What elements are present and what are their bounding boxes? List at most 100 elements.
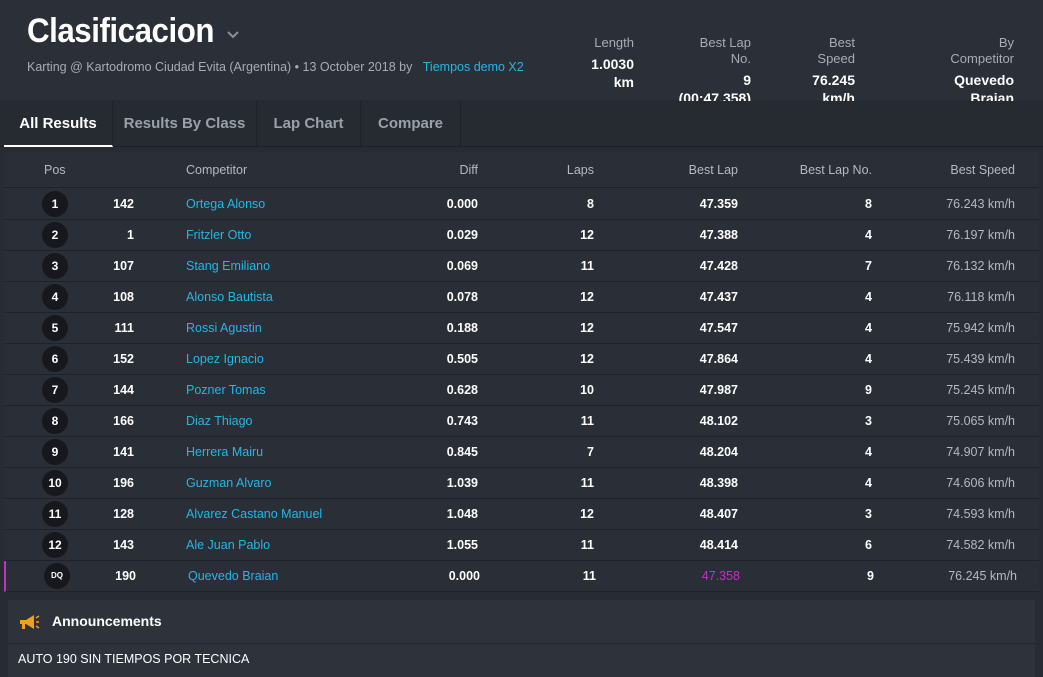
announcement-text: AUTO 190 SIN TIEMPOS POR TECNICA [18, 652, 250, 666]
best-lap-value: 47.358 [701, 569, 740, 583]
best-lap-no-value: 7 [865, 259, 872, 273]
position-badge: 12 [42, 532, 68, 558]
competitor-link[interactable]: Pozner Tomas [186, 383, 266, 397]
kart-number: 142 [113, 197, 134, 211]
competitor-link[interactable]: Stang Emiliano [186, 259, 271, 273]
laps-value: 7 [587, 445, 594, 459]
kart-number: 128 [113, 507, 134, 521]
position-badge: 9 [42, 439, 68, 465]
tab-compare[interactable]: Compare [361, 101, 461, 147]
position-badge: 7 [42, 377, 68, 403]
stat-label: By Competitor [950, 35, 1014, 66]
competitor-link[interactable]: Lopez Ignacio [186, 352, 264, 366]
table-row[interactable]: DQ 190 Quevedo Braian 0.000 11 47.358 9 76.245 … [4, 561, 1039, 592]
kart-number: 1 [127, 228, 134, 242]
table-row[interactable]: 12 143 Ale Juan Pablo 1.055 11 48.414 6 74.582 … [4, 530, 1039, 561]
kart-number: 111 [114, 321, 134, 335]
header-best-lap[interactable]: Best Lap [688, 163, 738, 177]
best-lap-value: 47.388 [699, 228, 738, 242]
best-lap-value: 47.864 [699, 352, 738, 366]
diff-value: 0.078 [446, 290, 478, 304]
tab-lap-chart[interactable]: Lap Chart [257, 101, 361, 147]
kart-number: 190 [115, 569, 136, 583]
best-speed-value: 74.606 km/h [946, 476, 1015, 490]
competitor-link[interactable]: Ortega Alonso [186, 197, 266, 211]
competitor-link[interactable]: Herrera Mairu [186, 445, 264, 459]
table-row[interactable]: 9 141 Herrera Mairu 0.845 7 48.204 4 74.907 km/… [4, 437, 1039, 468]
diff-value: 1.055 [446, 538, 478, 552]
laps-value: 12 [580, 352, 594, 366]
competitor-link[interactable]: Alvarez Castano Manuel [186, 507, 323, 521]
laps-value: 10 [580, 383, 594, 397]
diff-value: 0.029 [446, 228, 478, 242]
laps-value: 11 [580, 476, 594, 490]
competitor-link[interactable]: Rossi Agustin [186, 321, 262, 335]
kart-number: 143 [113, 538, 134, 552]
best-lap-no-value: 3 [865, 507, 872, 521]
laps-value: 11 [580, 538, 594, 552]
tab-all-results[interactable]: All Results [4, 101, 113, 147]
best-speed-value: 75.439 km/h [946, 352, 1015, 366]
best-lap-value: 47.359 [699, 197, 738, 211]
position-badge: 1 [42, 191, 68, 217]
table-row[interactable]: 8 166 Diaz Thiago 0.743 11 48.102 3 75.065 km/h [4, 406, 1039, 437]
competitor-link[interactable]: Guzman Alvaro [186, 476, 272, 490]
laps-value: 12 [580, 228, 594, 242]
competitor-link[interactable]: Alonso Bautista [186, 290, 273, 304]
competitor-link[interactable]: Ale Juan Pablo [186, 538, 271, 552]
table-row[interactable]: 3 107 Stang Emiliano 0.069 11 47.428 7 76.132 k… [4, 251, 1039, 282]
best-lap-no-value: 4 [865, 228, 872, 242]
table-row[interactable]: 10 196 Guzman Alvaro 1.039 11 48.398 4 74.606 k… [4, 468, 1039, 499]
header-laps[interactable]: Laps [566, 163, 594, 177]
competitor-link[interactable]: Fritzler Otto [186, 228, 252, 242]
stat-length: Length 1.0030 km [591, 35, 634, 91]
table-row[interactable]: 1 142 Ortega Alonso 0.000 8 47.359 8 76.243 km/… [4, 189, 1039, 220]
table-row[interactable]: 11 128 Alvarez Castano Manuel 1.048 12 48.407… [4, 499, 1039, 530]
table-row[interactable]: 5 111 Rossi Agustin 0.188 12 47.547 4 75.942 km… [4, 313, 1039, 344]
diff-value: 1.039 [446, 476, 478, 490]
laps-value: 8 [587, 197, 594, 211]
best-speed-value: 74.593 km/h [946, 507, 1015, 521]
best-lap-no-value: 9 [865, 383, 872, 397]
header-competitor[interactable]: Competitor [186, 163, 248, 177]
event-subtitle: Karting @ Kartodromo Ciudad Evita (Argen… [27, 59, 527, 75]
table-row[interactable]: 7 144 Pozner Tomas 0.628 10 47.987 9 75.245 km/… [4, 375, 1039, 406]
table-row[interactable]: 4 108 Alonso Bautista 0.078 12 47.437 4 76.118 … [4, 282, 1039, 313]
header-pos[interactable]: Pos [44, 163, 66, 177]
best-speed-value: 74.582 km/h [946, 538, 1015, 552]
stat-best-speed: Best Speed 76.245 km/h [812, 35, 855, 107]
header-best-speed[interactable]: Best Speed [950, 163, 1015, 177]
diff-value: 0.069 [446, 259, 478, 273]
results-tabs: All Results Results By Class Lap Chart C… [0, 101, 1043, 147]
chevron-down-icon[interactable] [224, 25, 242, 43]
best-lap-value: 47.987 [699, 383, 738, 397]
best-lap-value: 48.102 [699, 414, 738, 428]
diff-value: 0.000 [448, 569, 480, 583]
position-badge: 5 [42, 315, 68, 341]
laps-value: 11 [580, 414, 594, 428]
position-badge: 2 [42, 222, 68, 248]
organizer-link[interactable]: Tiempos demo X2 [422, 60, 524, 74]
best-speed-value: 76.197 km/h [946, 228, 1015, 242]
announcements-panel: Announcements AUTO 190 SIN TIEMPOS POR T… [8, 600, 1035, 677]
laps-value: 11 [580, 259, 594, 273]
best-speed-value: 75.065 km/h [946, 414, 1015, 428]
best-speed-value: 76.132 km/h [946, 259, 1015, 273]
kart-number: 107 [113, 259, 134, 273]
header-best-lap-no[interactable]: Best Lap No. [799, 163, 872, 177]
stat-best-lap-no: Best Lap No. 9 (00:47.358) [679, 35, 751, 107]
tab-results-by-class[interactable]: Results By Class [113, 101, 257, 147]
diff-value: 0.188 [446, 321, 478, 335]
laps-value: 11 [582, 569, 596, 583]
best-speed-value: 76.243 km/h [946, 197, 1015, 211]
position-badge: 11 [42, 501, 68, 527]
best-speed-value: 74.907 km/h [946, 445, 1015, 459]
kart-number: 196 [113, 476, 134, 490]
table-row[interactable]: 6 152 Lopez Ignacio 0.505 12 47.864 4 75.439 km… [4, 344, 1039, 375]
title-dropdown[interactable]: Clasificacion [27, 12, 242, 51]
best-lap-value: 47.547 [699, 321, 738, 335]
header-diff[interactable]: Diff [459, 163, 478, 177]
competitor-link[interactable]: Diaz Thiago [186, 414, 253, 428]
competitor-link[interactable]: Quevedo Braian [188, 569, 279, 583]
table-row[interactable]: 2 1 Fritzler Otto 0.029 12 47.388 4 76.197 km/h [4, 220, 1039, 251]
